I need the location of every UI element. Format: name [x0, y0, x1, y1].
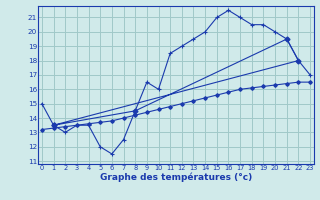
X-axis label: Graphe des températures (°c): Graphe des températures (°c) [100, 173, 252, 182]
